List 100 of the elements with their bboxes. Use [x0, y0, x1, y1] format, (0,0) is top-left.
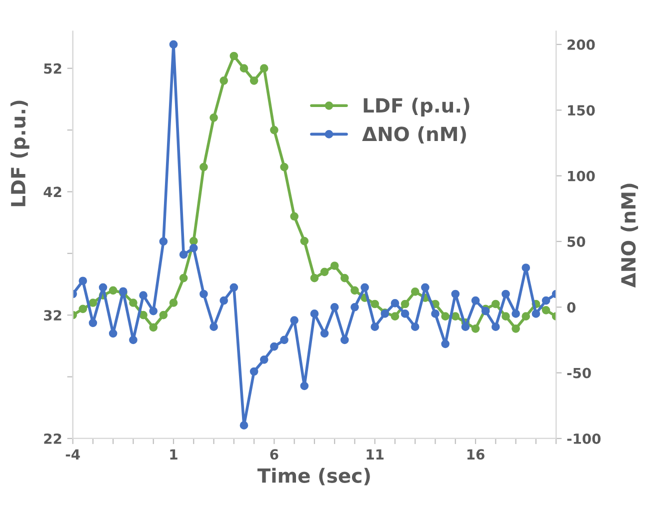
legend-label: LDF (p.u.)	[364, 98, 470, 116]
point	[200, 290, 208, 298]
point	[129, 336, 138, 344]
y2-tick-label: 200	[568, 39, 595, 50]
x-tick-label: 6	[270, 449, 278, 460]
point	[522, 312, 530, 320]
point	[240, 421, 248, 430]
point	[139, 291, 148, 300]
point	[340, 336, 349, 344]
point	[108, 329, 118, 338]
point	[149, 306, 158, 316]
point	[179, 250, 188, 259]
point	[139, 310, 148, 320]
point	[280, 162, 288, 172]
point	[260, 64, 268, 72]
point	[310, 310, 319, 318]
point	[512, 310, 520, 318]
y2-axis-title: ΔNO (nM)	[620, 184, 638, 288]
point	[350, 286, 359, 295]
point	[149, 323, 158, 332]
point	[340, 274, 349, 282]
y2-tick-label: -50	[567, 368, 591, 378]
point	[300, 382, 309, 390]
point	[290, 212, 298, 221]
point	[270, 126, 278, 134]
point	[88, 318, 98, 328]
point	[230, 283, 238, 292]
y-tick-label: 42	[44, 186, 62, 197]
point	[129, 298, 138, 307]
y2-tick-label: 150	[568, 105, 595, 116]
point	[431, 310, 440, 318]
point	[502, 312, 510, 320]
point	[310, 274, 319, 282]
x-tick-label: 16	[467, 449, 484, 460]
point	[492, 322, 500, 332]
point	[200, 162, 208, 172]
point	[441, 340, 450, 348]
point	[410, 287, 420, 296]
point	[240, 64, 248, 72]
point	[169, 40, 178, 49]
y-axis-title: LDF (p.u.)	[10, 100, 30, 206]
y-tick-label: 52	[44, 63, 62, 74]
point	[350, 302, 359, 312]
point	[159, 237, 168, 246]
point	[441, 312, 450, 320]
point	[471, 324, 480, 333]
point	[512, 324, 520, 333]
point	[400, 300, 410, 308]
point	[260, 356, 268, 364]
point	[502, 290, 510, 298]
point	[270, 342, 278, 351]
point	[461, 322, 470, 332]
point	[78, 304, 88, 314]
point	[189, 244, 198, 252]
y2-tick-label: 50	[568, 236, 586, 247]
point	[410, 322, 420, 332]
point	[451, 312, 460, 320]
point	[532, 310, 540, 318]
point	[230, 52, 238, 60]
point	[492, 300, 500, 308]
point	[98, 283, 108, 292]
point	[179, 274, 188, 282]
y-tick-label: 22	[44, 433, 62, 444]
x-tick-label: 11	[366, 449, 384, 460]
point	[390, 299, 400, 308]
point	[370, 300, 380, 308]
point	[220, 76, 228, 85]
point	[390, 312, 400, 320]
point	[189, 236, 198, 246]
point	[300, 236, 309, 246]
point	[451, 290, 460, 298]
point	[210, 114, 218, 122]
x-axis-title: Time (sec)	[257, 468, 370, 486]
point	[108, 286, 118, 295]
point	[542, 306, 550, 314]
point	[220, 296, 228, 305]
y2-tick-label: 0	[567, 302, 576, 313]
point	[360, 283, 369, 292]
legend-label: ΔNO (nM)	[362, 126, 466, 144]
point	[78, 276, 88, 286]
point	[159, 310, 168, 320]
point	[330, 302, 339, 312]
point	[250, 367, 258, 376]
point	[250, 76, 258, 85]
point	[280, 336, 288, 344]
point	[471, 296, 480, 305]
point	[290, 316, 298, 324]
point	[320, 329, 329, 338]
point	[210, 322, 218, 332]
point	[320, 268, 329, 276]
point	[522, 264, 530, 272]
point	[370, 322, 380, 332]
point	[542, 296, 550, 305]
y-tick-label: 32	[44, 310, 62, 321]
point	[330, 262, 339, 270]
point	[169, 298, 178, 307]
point	[88, 298, 98, 307]
x-tick-label: -4	[66, 449, 80, 460]
y2-tick-label: -100	[567, 433, 601, 444]
x-tick-label: 1	[170, 449, 178, 460]
